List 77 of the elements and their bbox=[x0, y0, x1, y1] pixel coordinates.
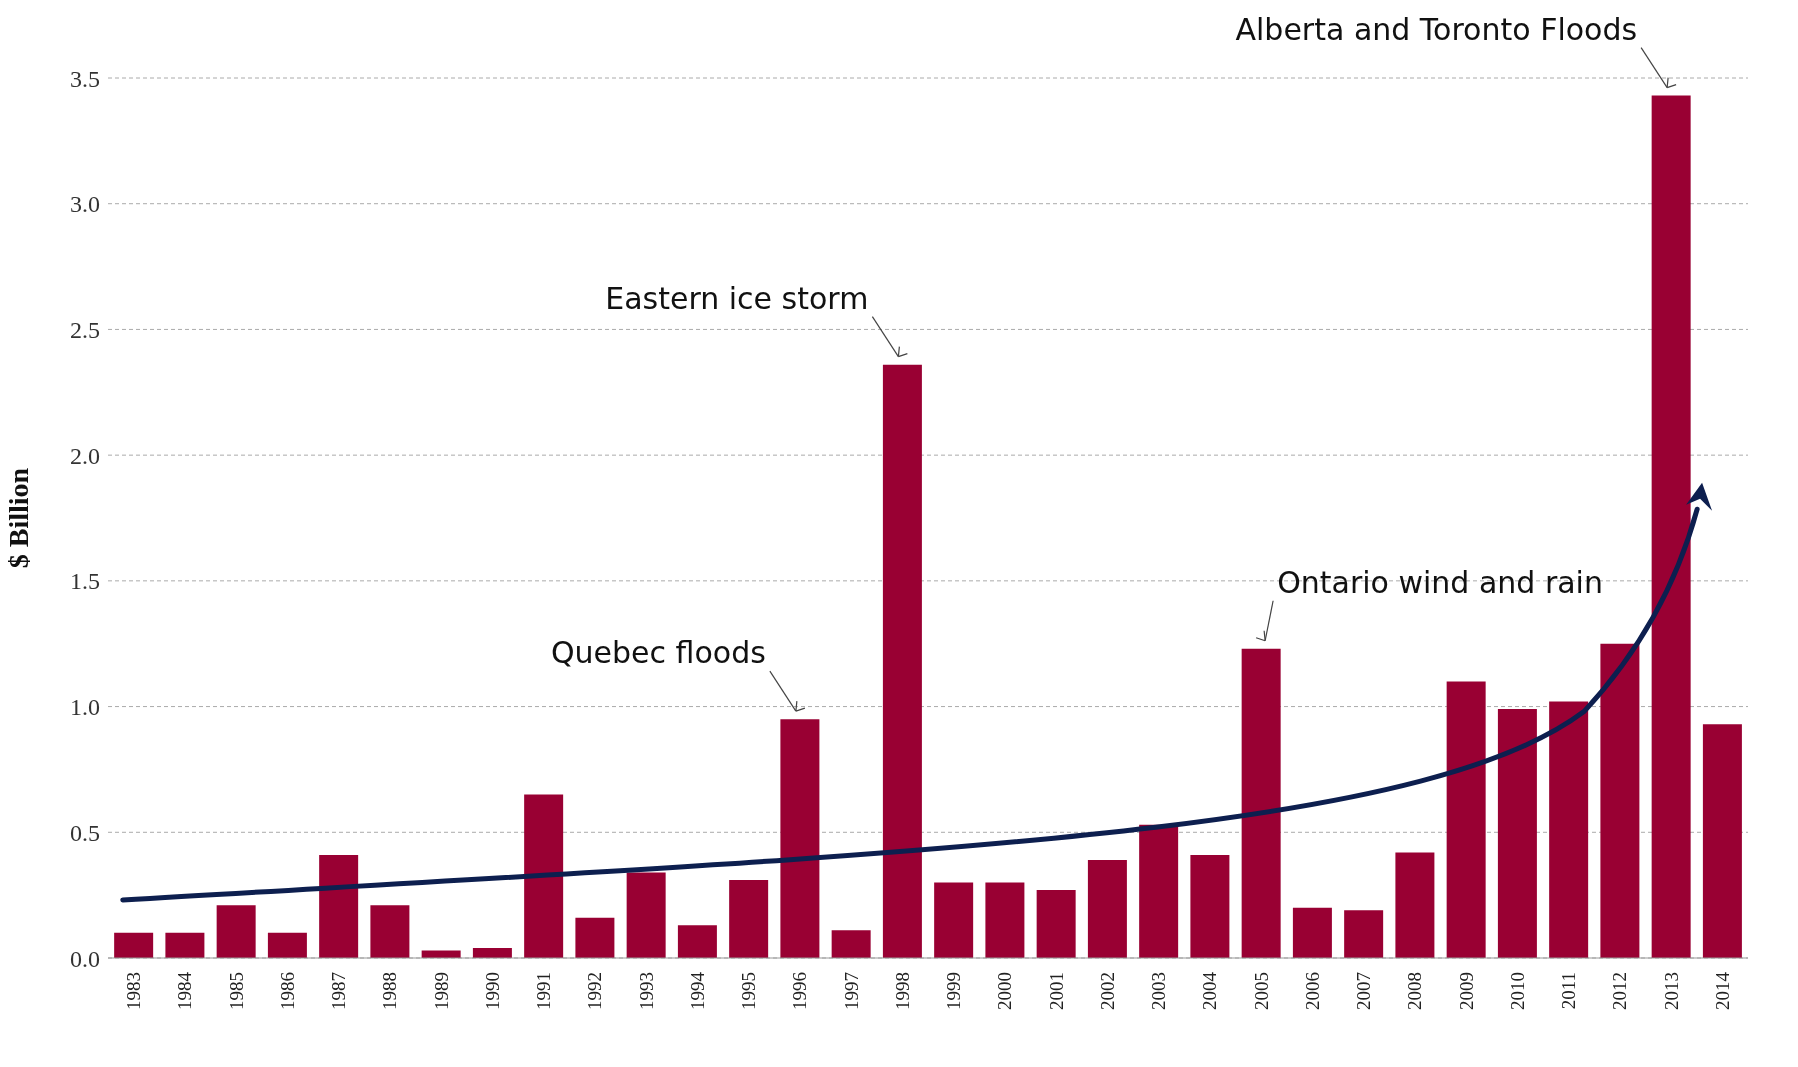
bar bbox=[267, 932, 307, 958]
bar bbox=[985, 882, 1025, 958]
x-tick-label: 1993 bbox=[635, 972, 657, 1010]
x-tick-label: 1984 bbox=[174, 971, 196, 1010]
x-tick-label: 1994 bbox=[686, 971, 708, 1010]
x-tick-label: 1987 bbox=[328, 972, 350, 1010]
x-tick-label: 1997 bbox=[840, 972, 862, 1010]
y-tick-label: 1.5 bbox=[70, 568, 100, 595]
bar bbox=[1497, 709, 1537, 958]
bar bbox=[1702, 724, 1742, 958]
bar bbox=[1549, 701, 1589, 958]
x-tick-label: 2010 bbox=[1506, 972, 1528, 1010]
x-tick-label: 2006 bbox=[1301, 972, 1323, 1010]
bar bbox=[472, 947, 512, 958]
bar bbox=[524, 794, 564, 958]
bar bbox=[1651, 95, 1691, 958]
x-tick-label: 1988 bbox=[379, 972, 401, 1010]
bar bbox=[882, 364, 922, 958]
bar bbox=[677, 925, 717, 958]
annotation: Eastern ice storm bbox=[605, 280, 869, 316]
y-tick-label: 3.0 bbox=[70, 191, 100, 218]
x-tick-label: 2014 bbox=[1711, 971, 1733, 1010]
bar bbox=[370, 905, 410, 958]
x-tick-label: 2011 bbox=[1558, 972, 1580, 1010]
x-tick-label: 2007 bbox=[1353, 972, 1375, 1010]
x-tick-label: 2012 bbox=[1609, 972, 1631, 1010]
x-tick-label: 2013 bbox=[1660, 972, 1682, 1010]
x-tick-label: 1998 bbox=[891, 972, 913, 1010]
y-tick-label: 2.5 bbox=[70, 316, 100, 343]
bar bbox=[1344, 910, 1384, 958]
x-tick-label: 1985 bbox=[225, 972, 247, 1010]
bar bbox=[165, 932, 205, 958]
bar bbox=[216, 905, 256, 958]
y-tick-label: 2.0 bbox=[70, 442, 100, 469]
x-tick-label: 1983 bbox=[123, 972, 145, 1010]
bar bbox=[1600, 643, 1640, 958]
bar bbox=[1446, 681, 1486, 958]
bar bbox=[114, 932, 154, 958]
x-tick-label: 1991 bbox=[533, 972, 555, 1010]
bar bbox=[1190, 854, 1230, 958]
x-tick-label: 2001 bbox=[1045, 972, 1067, 1010]
bar bbox=[1036, 890, 1076, 958]
x-tick-label: 1992 bbox=[584, 972, 606, 1010]
x-tick-label: 2004 bbox=[1199, 971, 1221, 1010]
bar bbox=[1395, 852, 1435, 958]
bar bbox=[1292, 907, 1332, 958]
annotation: Alberta and Toronto Floods bbox=[1235, 11, 1638, 47]
bar bbox=[575, 917, 615, 958]
x-tick-label: 2005 bbox=[1250, 972, 1272, 1010]
x-tick-label: 1995 bbox=[738, 972, 760, 1010]
bar bbox=[421, 950, 461, 958]
annotation: Ontario wind and rain bbox=[1277, 564, 1603, 600]
x-tick-label: 2008 bbox=[1404, 972, 1426, 1010]
bar bbox=[626, 872, 666, 958]
x-tick-label: 2002 bbox=[1096, 972, 1118, 1010]
annotation: Quebec floods bbox=[550, 635, 766, 671]
y-tick-label: 3.5 bbox=[70, 65, 100, 92]
x-tick-label: 2000 bbox=[994, 972, 1016, 1010]
x-tick-label: 1999 bbox=[943, 972, 965, 1010]
bar bbox=[319, 854, 359, 958]
x-tick-label: 1996 bbox=[789, 972, 811, 1010]
x-tick-label: 1989 bbox=[430, 972, 452, 1010]
bar bbox=[1241, 648, 1281, 958]
x-tick-label: 2003 bbox=[1148, 972, 1170, 1010]
x-tick-label: 2009 bbox=[1455, 972, 1477, 1010]
bar bbox=[1139, 824, 1179, 958]
x-tick-label: 1990 bbox=[481, 972, 503, 1010]
bar bbox=[729, 880, 769, 958]
bar bbox=[780, 719, 820, 958]
bar bbox=[831, 930, 871, 958]
y-tick-label: 1.0 bbox=[70, 694, 100, 721]
x-tick-label: 1986 bbox=[276, 972, 298, 1010]
y-tick-label: 0.0 bbox=[70, 945, 100, 972]
y-tick-label: 0.5 bbox=[70, 819, 100, 846]
bar bbox=[934, 882, 974, 958]
bar bbox=[1087, 859, 1127, 958]
y-axis-title: $ Billion bbox=[2, 467, 34, 569]
